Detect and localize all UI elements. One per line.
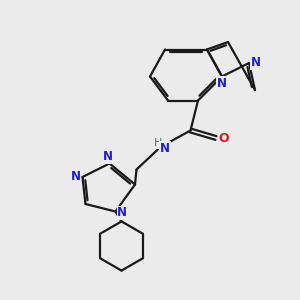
- Text: H: H: [154, 138, 162, 148]
- Text: N: N: [217, 76, 227, 90]
- Text: N: N: [71, 170, 81, 184]
- Text: N: N: [103, 150, 113, 164]
- Text: O: O: [218, 131, 229, 145]
- Text: N: N: [250, 56, 261, 70]
- Text: N: N: [160, 142, 170, 155]
- Text: N: N: [117, 206, 127, 220]
